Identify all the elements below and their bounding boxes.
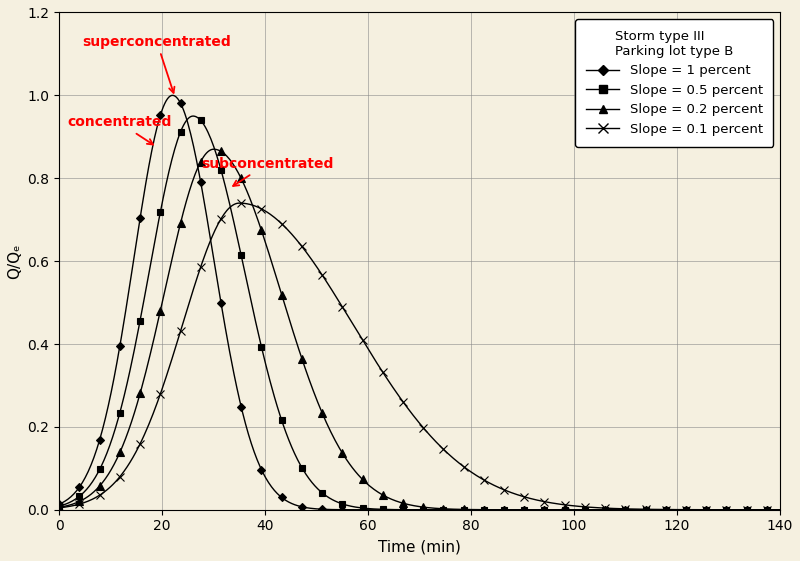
Slope = 0.1 percent — [446, 453, 455, 459]
Slope = 1 percent — [167, 92, 177, 99]
X-axis label: Time (min): Time (min) — [378, 539, 461, 554]
Slope = 0.2 percent — [398, 500, 408, 507]
Slope = 0.1 percent — [646, 506, 656, 513]
Slope = 0.5 percent — [446, 507, 455, 513]
Slope = 0.2 percent — [209, 146, 218, 153]
Text: superconcentrated: superconcentrated — [82, 35, 231, 93]
Slope = 0.2 percent — [485, 507, 494, 513]
Slope = 0.1 percent — [398, 398, 408, 405]
Line: Slope = 0.2 percent: Slope = 0.2 percent — [55, 145, 784, 514]
Slope = 0.2 percent — [646, 507, 656, 513]
Text: concentrated: concentrated — [67, 116, 171, 145]
Slope = 1 percent — [485, 507, 494, 513]
Slope = 0.1 percent — [759, 507, 769, 513]
Slope = 0.1 percent — [402, 404, 412, 411]
Slope = 0.5 percent — [485, 507, 494, 513]
Line: Slope = 0.1 percent: Slope = 0.1 percent — [55, 199, 784, 514]
Slope = 0.1 percent — [235, 200, 245, 206]
Slope = 0.1 percent — [485, 480, 494, 486]
Slope = 0.5 percent — [402, 507, 412, 513]
Slope = 1 percent — [759, 507, 769, 513]
Slope = 1 percent — [446, 507, 455, 513]
Slope = 0.5 percent — [775, 507, 785, 513]
Slope = 0.1 percent — [54, 504, 64, 511]
Slope = 0.5 percent — [646, 507, 656, 513]
Y-axis label: Q/Qₑ: Q/Qₑ — [7, 243, 22, 279]
Slope = 0.2 percent — [759, 507, 769, 513]
Slope = 0.5 percent — [759, 507, 769, 513]
Slope = 0.2 percent — [402, 501, 412, 508]
Line: Slope = 1 percent: Slope = 1 percent — [56, 92, 783, 513]
Slope = 0.2 percent — [54, 504, 64, 511]
Legend: Slope = 1 percent, Slope = 0.5 percent, Slope = 0.2 percent, Slope = 0.1 percent: Slope = 1 percent, Slope = 0.5 percent, … — [575, 19, 774, 146]
Slope = 1 percent — [398, 507, 408, 513]
Line: Slope = 0.5 percent: Slope = 0.5 percent — [56, 113, 783, 513]
Slope = 1 percent — [775, 507, 785, 513]
Slope = 0.2 percent — [446, 505, 455, 512]
Slope = 0.5 percent — [189, 113, 198, 119]
Slope = 0.5 percent — [398, 507, 408, 513]
Slope = 0.1 percent — [775, 507, 785, 513]
Slope = 1 percent — [402, 507, 412, 513]
Text: subconcentrated: subconcentrated — [201, 157, 333, 186]
Slope = 0.5 percent — [54, 503, 64, 509]
Slope = 1 percent — [54, 501, 64, 508]
Slope = 1 percent — [646, 507, 656, 513]
Slope = 0.2 percent — [775, 507, 785, 513]
